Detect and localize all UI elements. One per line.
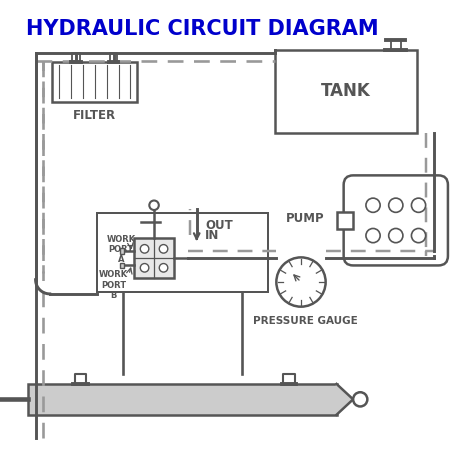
Bar — [28, 384, 337, 415]
Circle shape — [159, 245, 168, 253]
Text: PUMP: PUMP — [286, 211, 325, 225]
Text: IN: IN — [205, 229, 219, 242]
Text: PRESSURE GAUGE: PRESSURE GAUGE — [254, 316, 358, 326]
Circle shape — [411, 228, 426, 243]
Circle shape — [389, 198, 403, 212]
Text: FILTER: FILTER — [73, 109, 116, 122]
Polygon shape — [337, 384, 353, 415]
Bar — [337, 212, 353, 229]
Circle shape — [366, 228, 380, 243]
Bar — [52, 62, 137, 102]
Text: OUT: OUT — [205, 219, 233, 232]
Circle shape — [276, 257, 326, 307]
Text: WORK
PORT
B: WORK PORT B — [99, 270, 128, 300]
Circle shape — [366, 198, 380, 212]
Circle shape — [411, 198, 426, 212]
Circle shape — [149, 201, 159, 210]
Text: HYDRAULIC CIRCUIT DIAGRAM: HYDRAULIC CIRCUIT DIAGRAM — [26, 19, 379, 39]
Bar — [120, 263, 124, 268]
Bar — [97, 213, 268, 292]
Bar — [134, 238, 174, 278]
Bar — [120, 248, 124, 254]
Circle shape — [353, 392, 367, 407]
Text: WORK
PORT
A: WORK PORT A — [106, 235, 136, 264]
Circle shape — [159, 264, 168, 272]
Bar — [275, 50, 417, 133]
Circle shape — [140, 245, 149, 253]
Circle shape — [389, 228, 403, 243]
FancyBboxPatch shape — [344, 175, 448, 265]
Circle shape — [140, 264, 149, 272]
Text: TANK: TANK — [321, 82, 371, 100]
